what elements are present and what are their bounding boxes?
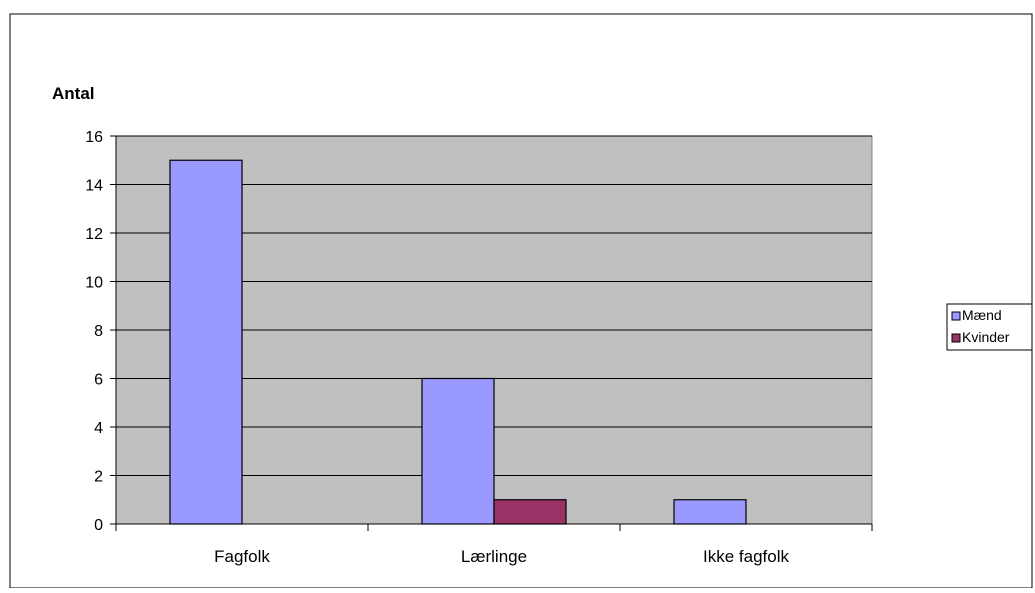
legend-swatch-maend [952, 312, 960, 320]
bar-maend-1 [422, 379, 494, 525]
y-tick-label-4: 4 [94, 420, 103, 437]
legend-label-kvinder: Kvinder [962, 329, 1010, 345]
y-tick-label-2: 2 [94, 469, 103, 486]
x-tick-label-2: Ikke fagfolk [703, 547, 789, 566]
bar-kvinder-1 [494, 500, 566, 524]
y-tick-label-14: 14 [85, 178, 103, 195]
y-tick-label-6: 6 [94, 372, 103, 389]
y-tick-label-16: 16 [85, 129, 103, 146]
bar-maend-2 [674, 500, 746, 524]
x-tick-label-0: Fagfolk [214, 547, 270, 566]
y-tick-label-12: 12 [85, 226, 103, 243]
legend: Mænd Kvinder [947, 304, 1032, 350]
y-tick-label-8: 8 [94, 323, 103, 340]
y-tick-label-10: 10 [85, 275, 103, 292]
legend-label-maend: Mænd [962, 307, 1002, 323]
y-tick-label-0: 0 [94, 517, 103, 534]
y-axis-label: Antal [52, 84, 95, 103]
bar-maend-0 [170, 160, 242, 524]
legend-swatch-kvinder [952, 334, 960, 342]
x-tick-label-1: Lærlinge [461, 547, 527, 566]
